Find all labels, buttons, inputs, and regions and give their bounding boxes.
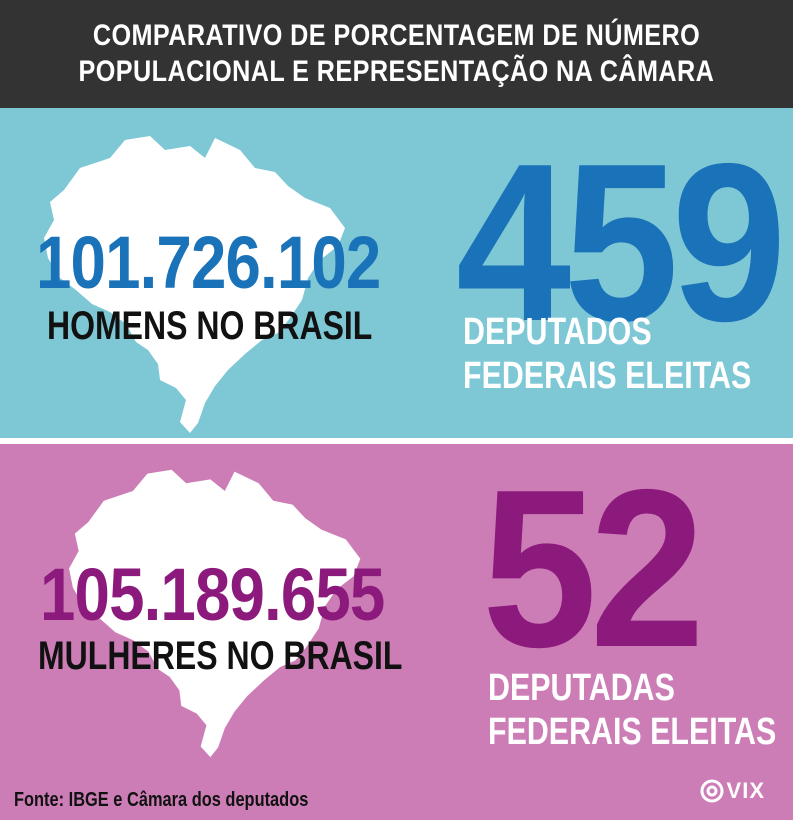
vix-logo-icon [700, 779, 724, 803]
women-panel: 105.189.655 MULHERES NO BRASIL 52 DEPUTA… [0, 444, 793, 820]
men-population-number: 101.726.102 [36, 221, 381, 304]
women-population-label: MULHERES NO BRASIL [38, 634, 403, 678]
header-title-line1: COMPARATIVO DE PORCENTAGEM DE NÚMERO [92, 19, 701, 52]
vix-logo-text: VIX [726, 778, 765, 803]
source-caption: Fonte: IBGE e Câmara dos deputados [14, 789, 309, 811]
men-deputies-label-line1: DEPUTADOS [463, 311, 652, 353]
men-deputies-label-line2: FEDERAIS ELEITAS [463, 355, 752, 397]
header: COMPARATIVO DE PORCENTAGEM DE NÚMERO POP… [0, 0, 793, 108]
women-deputies-number: 52 [482, 444, 705, 694]
vix-logo: VIX [699, 778, 765, 804]
panel-divider [0, 438, 793, 444]
women-population-number: 105.189.655 [40, 553, 385, 636]
men-panel: 101.726.102 HOMENS NO BRASIL 459 DEPUTAD… [0, 108, 793, 438]
brazil-map-icon [44, 136, 345, 433]
header-title-line2: POPULACIONAL E REPRESENTAÇÃO NA CÂMARA [78, 55, 715, 88]
women-deputies-label-line1: DEPUTADAS [488, 667, 675, 709]
men-population-label: HOMENS NO BRASIL [47, 304, 373, 348]
men-deputies-number: 459 [456, 116, 787, 368]
women-deputies-label-line2: FEDERAIS ELEITAS [488, 711, 777, 753]
brazil-map-icon [69, 469, 361, 758]
